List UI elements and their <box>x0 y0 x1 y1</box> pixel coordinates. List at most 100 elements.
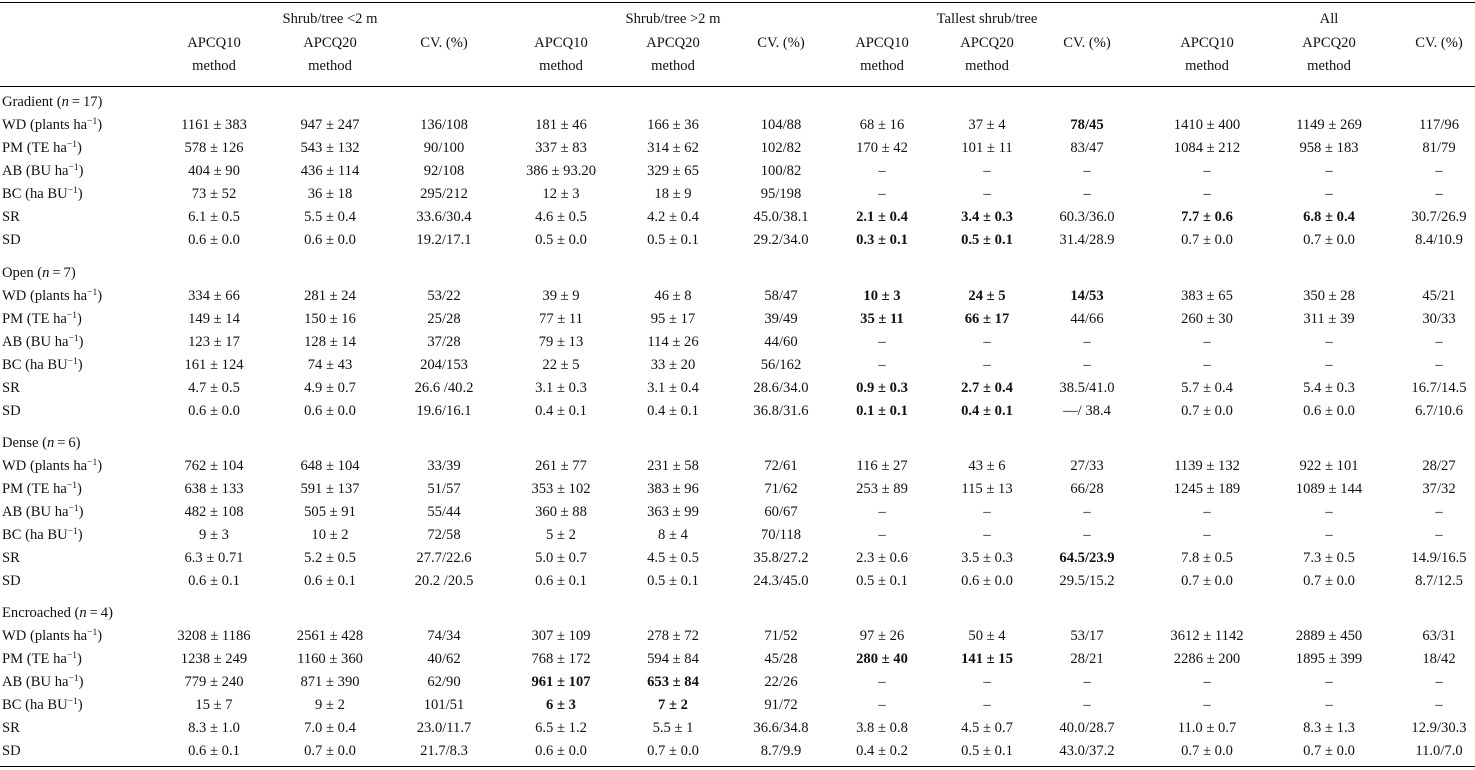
table-cell: 314 ± 62 <box>647 140 699 156</box>
table-cell: 2.3 ± 0.6 <box>856 550 908 566</box>
table-cell: 3.8 ± 0.8 <box>856 720 908 736</box>
row-label: WD (plants ha−1) <box>2 117 103 133</box>
table-cell: 0.7 ± 0.0 <box>1181 743 1233 759</box>
table-cell: – <box>878 163 886 179</box>
table-cell: 3.1 ± 0.3 <box>535 380 587 396</box>
table-cell: 92/108 <box>423 163 465 179</box>
table-cell: 18/42 <box>1422 651 1456 667</box>
table-cell: 2561 ± 428 <box>296 628 364 644</box>
table-cell: 8 ± 4 <box>658 527 688 543</box>
table-cell: 947 ± 247 <box>300 117 360 133</box>
table-cell: 43.0/37.2 <box>1059 743 1115 759</box>
table-cell: 0.4 ± 0.1 <box>647 403 699 419</box>
table-cell: 66/28 <box>1070 481 1104 497</box>
table-cell: 8.3 ± 1.3 <box>1303 720 1355 736</box>
table-cell: 0.6 ± 0.1 <box>188 573 240 589</box>
table-cell: 33/39 <box>427 458 461 474</box>
table-cell: 27/33 <box>1070 458 1104 474</box>
table-cell: 0.4 ± 0.1 <box>961 403 1013 419</box>
table-cell: 7.3 ± 0.5 <box>1303 550 1355 566</box>
table-cell: 33 ± 20 <box>650 357 696 373</box>
table-cell: 74 ± 43 <box>307 357 353 373</box>
table-cell: 27.7/22.6 <box>416 550 472 566</box>
table-cell: 253 ± 89 <box>856 481 908 497</box>
table-cell: 0.6 ± 0.1 <box>304 573 356 589</box>
table-cell: – <box>1203 697 1211 713</box>
table-cell: 0.6 ± 0.0 <box>304 232 356 248</box>
table-cell: – <box>1435 357 1443 373</box>
group-header: Shrub/tree <2 m <box>282 11 378 27</box>
table-cell: 37/32 <box>1422 481 1456 497</box>
table-cell: 0.7 ± 0.0 <box>1303 232 1355 248</box>
table-cell: 12.9/30.3 <box>1411 720 1467 736</box>
column-header: method <box>1185 58 1229 74</box>
table-cell: 33.6/30.4 <box>416 209 472 225</box>
table-cell: – <box>1325 527 1333 543</box>
table-cell: 161 ± 124 <box>184 357 244 373</box>
column-header: APCQ10 <box>855 35 909 51</box>
table-cell: 762 ± 104 <box>184 458 244 474</box>
table-cell: 56/162 <box>760 357 802 373</box>
group-header: All <box>1319 11 1339 27</box>
column-header: method <box>192 58 236 74</box>
table-cell: 71/52 <box>764 628 798 644</box>
table-cell: 281 ± 24 <box>304 288 356 304</box>
table-cell: 23.0/11.7 <box>416 720 472 736</box>
section-header: Dense (n = 6) <box>2 435 81 451</box>
table-cell: 1238 ± 249 <box>180 651 248 667</box>
table-cell: 70/118 <box>761 527 801 543</box>
table-cell: 90/100 <box>423 140 465 156</box>
row-label: BC (ha BU−1) <box>2 697 83 713</box>
table-cell: 0.6 ± 0.1 <box>535 573 587 589</box>
table-cell: 18 ± 9 <box>654 186 692 202</box>
table-cell: – <box>1435 186 1443 202</box>
column-header: APCQ20 <box>646 35 700 51</box>
table-cell: 114 ± 26 <box>647 334 699 350</box>
table-cell: 53/22 <box>427 288 461 304</box>
table-cell: 24.3/45.0 <box>753 573 809 589</box>
table-cell: 36.6/34.8 <box>753 720 809 736</box>
table-cell: – <box>1083 674 1091 690</box>
table-cell: 1139 ± 132 <box>1174 458 1240 474</box>
table-cell: 5.4 ± 0.3 <box>1303 380 1355 396</box>
table-cell: 505 ± 91 <box>304 504 356 520</box>
table-cell: 14.9/16.5 <box>1411 550 1467 566</box>
table-cell: 482 ± 108 <box>184 504 244 520</box>
table-cell: 2.1 ± 0.4 <box>856 209 908 225</box>
table-cell: 6.1 ± 0.5 <box>188 209 240 225</box>
table-cell: 958 ± 183 <box>1299 140 1359 156</box>
column-header: method <box>1307 58 1351 74</box>
table-cell: – <box>983 163 991 179</box>
table-cell: – <box>878 504 886 520</box>
table-cell: 231 ± 58 <box>647 458 699 474</box>
table-cell: – <box>1435 504 1443 520</box>
column-header: APCQ20 <box>960 35 1014 51</box>
table-cell: 117/96 <box>1419 117 1459 133</box>
row-label: SR <box>2 720 20 736</box>
table-cell: 10 ± 2 <box>311 527 349 543</box>
table-cell: 43 ± 6 <box>968 458 1006 474</box>
table-cell: 55/44 <box>427 504 461 520</box>
table-cell: 0.3 ± 0.1 <box>856 232 908 248</box>
table-cell: 19.6/16.1 <box>416 403 472 419</box>
table-cell: – <box>1325 697 1333 713</box>
table-cell: 329 ± 65 <box>647 163 699 179</box>
table-cell: 91/72 <box>764 697 798 713</box>
table-cell: 29.5/15.2 <box>1059 573 1115 589</box>
row-label: AB (BU ha−1) <box>2 163 84 179</box>
table-cell: 46 ± 8 <box>654 288 692 304</box>
table-cell: – <box>878 186 886 202</box>
row-label: SR <box>2 550 20 566</box>
table-cell: 45.0/38.1 <box>753 209 809 225</box>
table-cell: 10 ± 3 <box>863 288 901 304</box>
table-cell: 0.5 ± 0.1 <box>961 743 1013 759</box>
table-cell: 360 ± 88 <box>535 504 587 520</box>
table-cell: 8.3 ± 1.0 <box>188 720 240 736</box>
table-cell: 0.5 ± 0.1 <box>961 232 1013 248</box>
table-cell: 0.9 ± 0.3 <box>856 380 908 396</box>
table-cell: 280 ± 40 <box>856 651 908 667</box>
table-cell: 363 ± 99 <box>647 504 699 520</box>
table-cell: 1160 ± 360 <box>297 651 363 667</box>
row-label: PM (TE ha−1) <box>2 311 82 327</box>
table-cell: 8.4/10.9 <box>1415 232 1463 248</box>
